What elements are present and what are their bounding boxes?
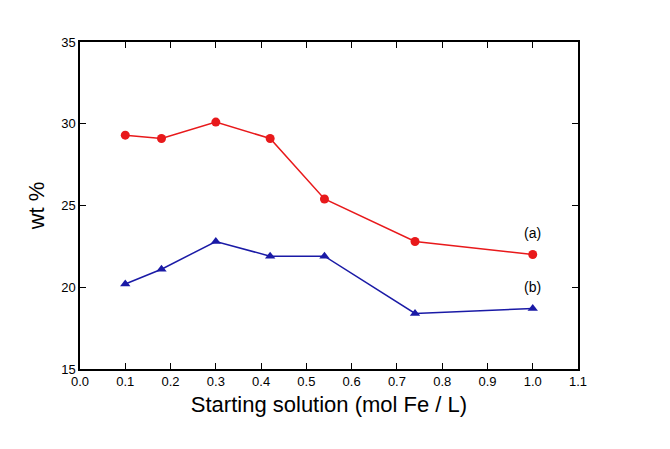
svg-text:Starting solution (mol Fe / L): Starting solution (mol Fe / L) (191, 392, 467, 417)
svg-text:0.9: 0.9 (478, 374, 496, 389)
svg-text:0.6: 0.6 (343, 374, 361, 389)
svg-text:(a): (a) (524, 225, 541, 241)
svg-text:20: 20 (61, 280, 75, 295)
svg-text:0.3: 0.3 (207, 374, 225, 389)
svg-text:25: 25 (61, 198, 75, 213)
svg-text:0.7: 0.7 (388, 374, 406, 389)
svg-text:35: 35 (61, 35, 75, 50)
svg-text:0.0: 0.0 (71, 374, 89, 389)
svg-text:30: 30 (61, 116, 75, 131)
svg-text:0.4: 0.4 (252, 374, 270, 389)
svg-text:0.8: 0.8 (433, 374, 451, 389)
svg-text:(b): (b) (524, 279, 541, 295)
svg-text:0.5: 0.5 (297, 374, 315, 389)
svg-text:1.0: 1.0 (524, 374, 542, 389)
svg-text:0.2: 0.2 (162, 374, 180, 389)
svg-text:0.1: 0.1 (116, 374, 134, 389)
svg-text:1.1: 1.1 (569, 374, 587, 389)
svg-text:wt %: wt % (24, 182, 49, 231)
svg-text:15: 15 (61, 362, 75, 377)
